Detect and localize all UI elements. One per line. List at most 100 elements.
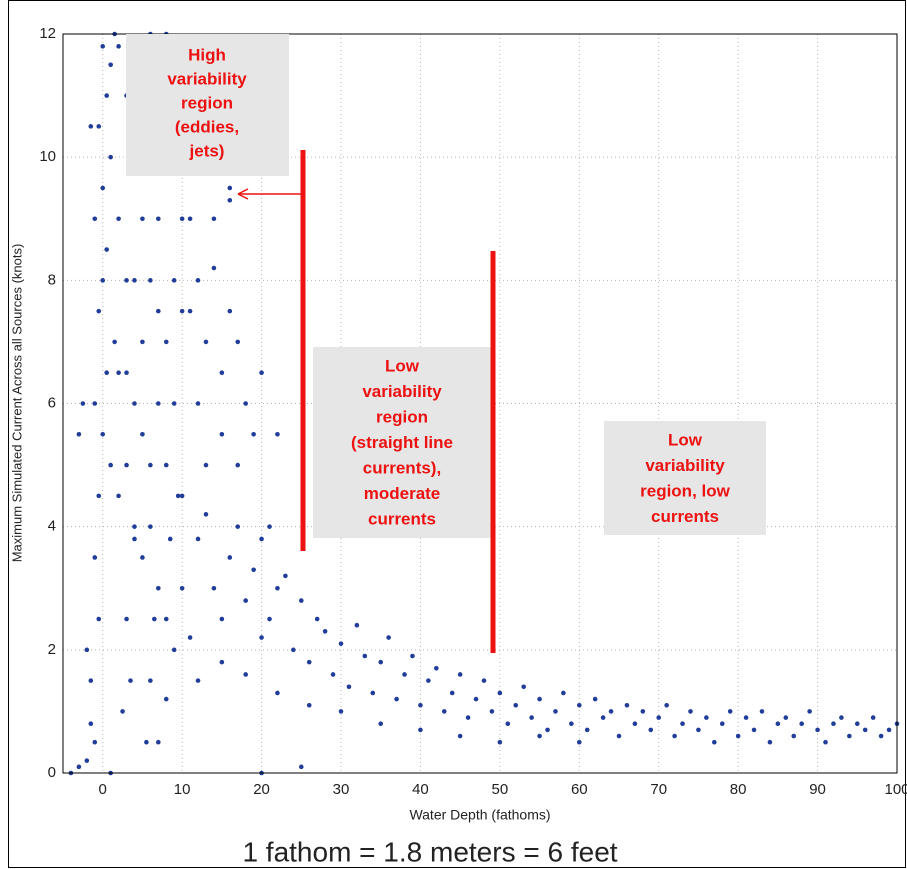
- annotation-text: currents),: [363, 458, 441, 477]
- point: [418, 702, 423, 708]
- point: [104, 247, 109, 252]
- point: [275, 690, 280, 696]
- point: [537, 733, 542, 739]
- point: [179, 585, 185, 591]
- point: [219, 616, 225, 622]
- point: [156, 216, 161, 222]
- point: [84, 758, 90, 763]
- point: [267, 524, 272, 529]
- point: [175, 493, 181, 499]
- x-tick-label: 20: [253, 781, 270, 798]
- point: [124, 370, 129, 376]
- point: [624, 702, 630, 708]
- x-tick-label: 100: [884, 781, 907, 798]
- point: [148, 462, 153, 468]
- point: [235, 524, 241, 529]
- points: [68, 31, 900, 776]
- plot-frame: [62, 33, 898, 774]
- point: [259, 370, 264, 376]
- point: [171, 647, 177, 653]
- annotation-box: [126, 34, 289, 176]
- point: [386, 635, 391, 640]
- point: [92, 739, 98, 745]
- point: [171, 278, 177, 283]
- point: [235, 339, 241, 345]
- point: [648, 727, 654, 733]
- point: [370, 690, 376, 696]
- point: [378, 721, 384, 727]
- annotation-box: [604, 421, 766, 535]
- point: [283, 573, 288, 579]
- y-tick-label: 12: [39, 25, 56, 42]
- x-tick-label: 80: [730, 781, 747, 798]
- annotation-text: jets): [189, 141, 225, 160]
- point: [84, 647, 90, 653]
- point: [600, 715, 606, 720]
- point: [862, 727, 868, 733]
- point: [815, 727, 820, 733]
- point: [362, 653, 368, 659]
- point: [104, 370, 109, 376]
- point: [481, 678, 487, 683]
- point: [259, 536, 264, 542]
- point: [187, 635, 193, 640]
- point: [330, 672, 336, 677]
- point: [108, 62, 113, 68]
- point: [449, 690, 455, 696]
- point: [823, 739, 828, 745]
- caption: 1 fathom = 1.8 meters = 6 feet: [242, 836, 617, 867]
- point: [167, 536, 173, 542]
- point: [195, 678, 201, 683]
- point: [426, 678, 431, 683]
- point: [394, 696, 399, 702]
- point: [88, 721, 94, 727]
- point: [553, 709, 558, 714]
- point: [402, 672, 407, 677]
- point: [227, 308, 233, 314]
- point: [179, 308, 185, 314]
- point: [505, 721, 511, 727]
- point: [378, 659, 384, 665]
- point: [219, 370, 225, 376]
- point: [156, 401, 161, 406]
- annotation-text: variability: [167, 69, 247, 88]
- point: [76, 431, 82, 437]
- point: [156, 585, 161, 591]
- point: [144, 739, 149, 745]
- point: [664, 702, 669, 708]
- point: [163, 616, 169, 622]
- point: [878, 733, 884, 739]
- x-tick-label: 10: [174, 781, 191, 798]
- point: [100, 278, 106, 283]
- x-tick-label: 30: [333, 781, 350, 798]
- point: [251, 431, 256, 437]
- y-tick-label: 2: [48, 641, 56, 658]
- point: [171, 401, 177, 406]
- point: [219, 659, 225, 665]
- point: [227, 555, 233, 560]
- point: [807, 709, 812, 714]
- annotation-text: currents: [368, 509, 436, 528]
- point: [338, 641, 344, 646]
- point: [179, 216, 185, 222]
- point: [306, 702, 312, 708]
- point: [839, 715, 844, 720]
- point: [112, 339, 117, 345]
- point: [457, 733, 463, 739]
- point: [489, 709, 495, 714]
- point: [116, 493, 121, 499]
- point: [418, 727, 423, 733]
- point: [259, 635, 264, 640]
- point: [100, 44, 106, 49]
- point: [298, 598, 304, 603]
- point: [616, 733, 622, 739]
- x-tick-label: 70: [650, 781, 667, 798]
- point: [584, 727, 590, 733]
- y-tick-label: 8: [48, 271, 56, 288]
- point: [195, 401, 201, 406]
- point: [96, 308, 102, 314]
- point: [179, 493, 185, 499]
- point: [100, 431, 106, 437]
- point: [148, 678, 153, 683]
